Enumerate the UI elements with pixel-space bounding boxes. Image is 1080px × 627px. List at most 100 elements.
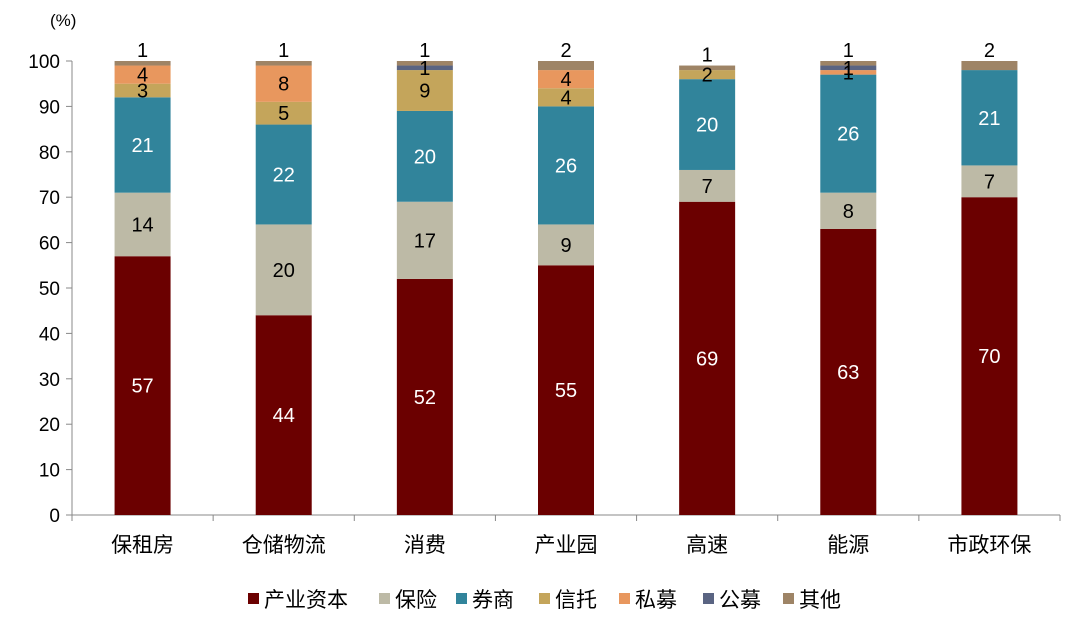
bar-segment xyxy=(538,265,594,515)
legend-swatch xyxy=(619,593,630,604)
bar-segment xyxy=(114,65,171,84)
bar-segment xyxy=(820,228,877,516)
bar-segment xyxy=(255,61,312,66)
data-label: 63 xyxy=(837,362,859,384)
y-tick-label: 20 xyxy=(39,415,60,436)
bar-segment xyxy=(538,88,594,107)
bar-segment xyxy=(255,224,312,316)
legend-swatch xyxy=(783,593,794,604)
y-tick-label: 0 xyxy=(49,506,60,527)
bar-segment xyxy=(396,201,453,279)
data-label: 70 xyxy=(978,346,1000,368)
data-label: 1 xyxy=(843,62,854,84)
y-unit-label: (%) xyxy=(50,11,76,30)
bar-segment xyxy=(114,61,171,66)
bar-segment xyxy=(679,65,736,71)
bar-segment xyxy=(396,70,453,111)
legend-label: 其他 xyxy=(799,589,841,612)
data-label: 4 xyxy=(560,87,571,109)
data-label: 9 xyxy=(560,235,571,257)
data-label: 1 xyxy=(702,45,713,67)
data-label: 69 xyxy=(696,348,718,370)
bar-segment xyxy=(961,197,1018,515)
bar-segment xyxy=(820,65,877,71)
data-label: 22 xyxy=(273,165,295,187)
legend-label: 券商 xyxy=(472,589,514,612)
y-tick-label: 70 xyxy=(39,188,60,209)
data-label: 21 xyxy=(131,135,153,157)
bar-segment xyxy=(538,106,594,225)
data-label: 1 xyxy=(137,40,148,62)
y-tick-label: 80 xyxy=(39,143,60,164)
legend-swatch xyxy=(456,593,467,604)
bar-segment xyxy=(255,65,312,102)
bar-segment xyxy=(679,79,736,170)
y-tick-label: 10 xyxy=(39,461,60,482)
y-tick-label: 50 xyxy=(39,279,60,300)
x-category-label: 高速 xyxy=(686,534,728,557)
bar-segment xyxy=(820,74,877,193)
bar-segment xyxy=(396,65,453,71)
data-label: 3 xyxy=(137,81,148,103)
bar-segment xyxy=(679,201,736,516)
legend-label: 产业资本 xyxy=(264,589,348,612)
bar-segment xyxy=(820,70,877,75)
data-label: 2 xyxy=(702,65,713,87)
data-label: 2 xyxy=(984,40,995,62)
legend-swatch xyxy=(248,593,259,604)
bar-segment xyxy=(679,169,736,202)
data-label: 1 xyxy=(843,58,854,80)
x-category-label: 市政环保 xyxy=(947,534,1031,557)
legend-label: 信托 xyxy=(555,589,597,612)
data-label: 26 xyxy=(837,124,859,146)
bar-segment xyxy=(396,61,453,66)
legend-swatch xyxy=(539,593,550,604)
x-category-label: 仓储物流 xyxy=(242,534,326,557)
data-label: 21 xyxy=(978,108,1000,130)
data-label: 1 xyxy=(278,40,289,62)
legend-label: 公募 xyxy=(719,589,761,612)
bar-segment xyxy=(820,192,877,229)
bar-segment xyxy=(114,256,171,515)
data-label: 8 xyxy=(278,74,289,96)
data-label: 20 xyxy=(414,146,436,168)
bar-segment xyxy=(820,61,877,66)
data-label: 7 xyxy=(984,171,995,193)
legend-label: 私募 xyxy=(635,589,677,612)
y-tick-label: 30 xyxy=(39,370,60,391)
data-label: 4 xyxy=(560,69,571,91)
data-label: 26 xyxy=(555,155,577,177)
data-label: 4 xyxy=(137,65,148,87)
bar-segment xyxy=(114,83,171,98)
y-axis: 0 10 20 30 40 50 60 70 80 90 100 xyxy=(28,52,73,527)
legend-swatch xyxy=(703,593,714,604)
y-tick-label: 90 xyxy=(39,97,60,118)
data-label: 5 xyxy=(278,103,289,125)
data-label: 20 xyxy=(273,260,295,282)
data-label: 2 xyxy=(560,40,571,62)
data-label: 57 xyxy=(131,376,153,398)
bar-segment xyxy=(114,192,171,257)
data-label: 20 xyxy=(696,115,718,137)
x-category-label: 保租房 xyxy=(111,534,174,557)
bar-segment xyxy=(679,70,736,80)
data-label: 14 xyxy=(131,214,153,236)
bar-segment xyxy=(255,315,312,515)
bar-segment xyxy=(114,97,171,193)
legend: 产业资本 保险 券商 信托 私募 公募 其他 xyxy=(248,589,841,612)
data-label: 44 xyxy=(273,405,295,427)
data-label: 7 xyxy=(702,176,713,198)
bar-segment xyxy=(255,101,312,125)
data-label: 9 xyxy=(419,81,430,103)
data-label: 17 xyxy=(414,230,436,252)
x-axis: 保租房 仓储物流 消费 产业园 高速 能源 市政环保 xyxy=(71,514,1061,557)
data-label: 1 xyxy=(843,40,854,62)
x-category-label: 消费 xyxy=(404,534,446,557)
bars-group xyxy=(114,61,1018,516)
x-category-label: 产业园 xyxy=(535,534,598,557)
data-labels-group: 5714213414420225815217209115592644269720… xyxy=(131,40,1000,427)
bar-segment xyxy=(961,70,1018,166)
data-label: 1 xyxy=(419,58,430,80)
bar-segment xyxy=(396,278,453,515)
